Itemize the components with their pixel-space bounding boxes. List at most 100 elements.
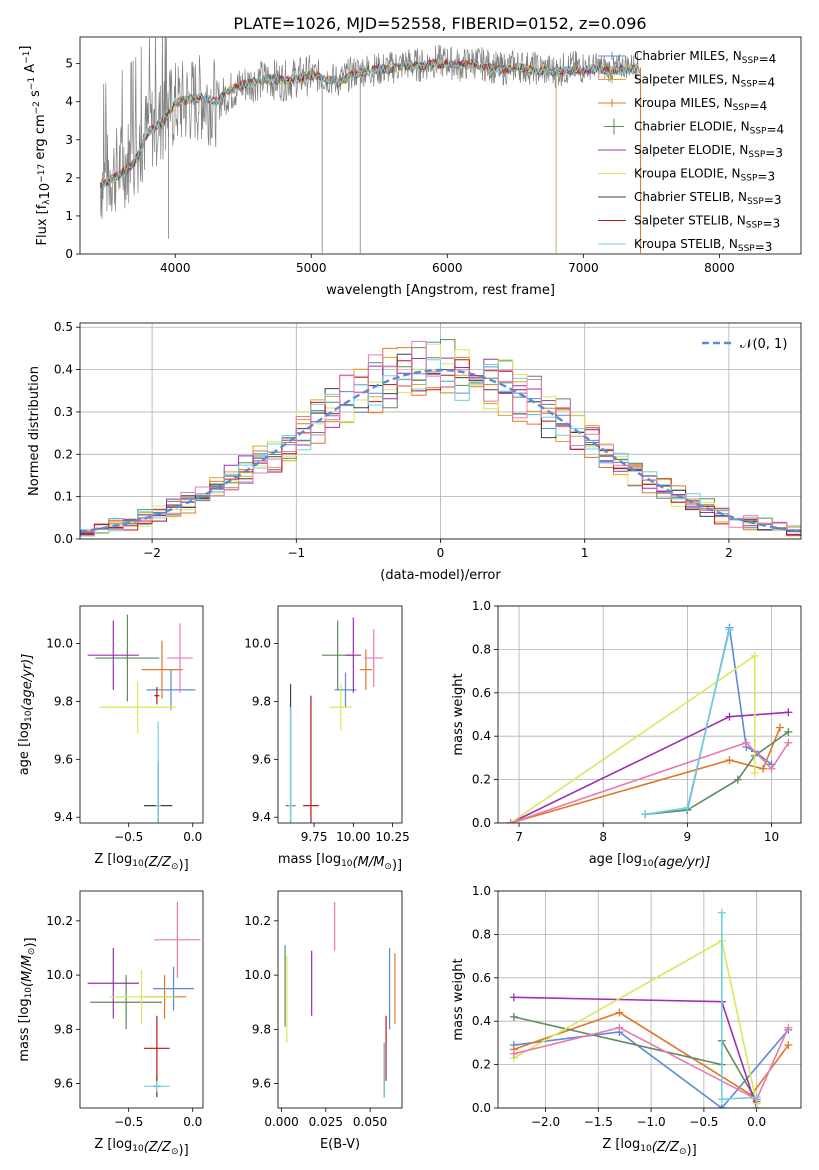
x-axis-label: wavelength [Angstrom, rest frame] xyxy=(326,283,555,298)
label-part: λ xyxy=(42,199,52,205)
weight-line xyxy=(513,1029,789,1108)
label-part: )] xyxy=(179,1143,189,1158)
label-part: SSP xyxy=(747,197,764,207)
y-tick-label: 10.0 xyxy=(46,968,73,982)
axes-frame xyxy=(497,605,802,824)
y-tick-label: 0.0 xyxy=(472,816,491,830)
axes-age-vs-mass: 9.75 10.00 10.25 9.4 9.6 9.8 10.0 mass [log10(M… xyxy=(244,605,410,873)
x-tick-label: 0.0 xyxy=(183,830,202,844)
y-axis-label: mass weight xyxy=(451,673,466,755)
weight-line xyxy=(645,731,789,816)
y-tick-label: 0.2 xyxy=(472,773,491,787)
label-part: Z [log xyxy=(602,1137,640,1152)
x-tick-label: −2.0 xyxy=(531,1115,560,1129)
y-tick-label: 0.8 xyxy=(472,642,491,656)
y-tick-label: 9.8 xyxy=(252,694,271,708)
y-tick-label: 9.6 xyxy=(54,1077,73,1091)
y-tick-label: 1 xyxy=(65,209,73,223)
weight-line xyxy=(513,1026,790,1101)
label-part: )] xyxy=(687,1143,697,1158)
x-tick-label: 4000 xyxy=(160,261,191,275)
y-tick-label: 0.5 xyxy=(54,320,73,334)
label-part: ⊙ xyxy=(679,1147,687,1157)
label-part: −17 xyxy=(37,164,47,183)
y-tick-label: 9.8 xyxy=(54,1022,73,1036)
x-tick-label: 0.0 xyxy=(747,1115,766,1129)
label-part: Chabrier ELODIE, N xyxy=(634,120,750,134)
label-part: 10 xyxy=(24,710,34,722)
label-part: (M/M xyxy=(20,955,35,987)
x-tick-label: −1.5 xyxy=(584,1115,613,1129)
axes-frame xyxy=(277,890,403,1109)
y-tick-label: 10.2 xyxy=(46,914,73,928)
label-part: Z [log xyxy=(94,852,132,867)
x-tick-label: 8 xyxy=(599,830,607,844)
label-part: 10 xyxy=(341,859,353,869)
x-tick-label: 7000 xyxy=(568,261,599,275)
label-part: =3 xyxy=(757,170,775,184)
label-part: =3 xyxy=(755,240,773,254)
weight-line xyxy=(513,996,758,1108)
label-part: Salpeter ELODIE, N xyxy=(634,143,748,157)
label-part: −2 xyxy=(32,101,42,114)
y-tick-label: 1.0 xyxy=(472,599,491,613)
label-part: Kroupa STELIB, N xyxy=(634,237,738,251)
x-tick-label: −2 xyxy=(143,546,161,560)
label-part: age [log xyxy=(589,852,642,867)
legend-entry: Chabrier MILES, NSSP=4 xyxy=(634,49,776,66)
label-part: )] xyxy=(179,858,189,873)
y-tick-label: 9.4 xyxy=(54,810,73,824)
label-part: =4 xyxy=(766,123,784,137)
x-tick-label: 9 xyxy=(684,830,692,844)
y-tick-label: 0.4 xyxy=(54,363,73,377)
label-part: Kroupa ELODIE, N xyxy=(634,167,741,181)
label-part: 10 xyxy=(132,1144,144,1154)
x-tick-label: 10 xyxy=(764,830,779,844)
y-tick-label: 1.0 xyxy=(472,884,491,898)
label-part: SSP xyxy=(742,56,759,66)
y-tick-label: 0.2 xyxy=(472,1058,491,1072)
y-axis-label: Flux [fλ10−17 erg cm−2 s−1 A−1] xyxy=(18,46,53,246)
label-part: )] xyxy=(23,937,38,947)
label-part: s xyxy=(28,90,43,101)
x-tick-label: 10.25 xyxy=(375,830,409,844)
y-tick-label: 5 xyxy=(65,57,73,71)
plot-area xyxy=(87,901,201,1098)
y-tick-label: 9.4 xyxy=(252,810,271,824)
axes-mass-vs-EBV: 0.000 0.025 0.050 9.6 9.8 10.0 10.2 E(B-V) xyxy=(244,890,403,1152)
x-axis-label: Z [log10(Z/Z⊙)] xyxy=(94,1137,188,1158)
legend-entry: Chabrier STELIB, NSSP=3 xyxy=(634,190,782,207)
plot-area xyxy=(506,623,793,823)
plot-area xyxy=(509,908,793,1108)
x-tick-label: −0.5 xyxy=(114,830,143,844)
x-tick-label: 5000 xyxy=(296,261,327,275)
x-tick-label: −0.5 xyxy=(114,1115,143,1129)
label-part: =4 xyxy=(750,99,768,113)
model-spectrum-line xyxy=(100,57,638,190)
label-part: erg cm xyxy=(33,114,48,163)
axes-mass-vs-Z: −0.5 0.09.69.810.010.2Z [log10(Z/Z⊙)]mass… xyxy=(17,890,204,1158)
x-axis-label: E(B-V) xyxy=(320,1137,360,1152)
legend-entry: Kroupa ELODIE, NSSP=3 xyxy=(634,167,775,184)
figure-title: PLATE=1026, MJD=52558, FIBERID=0152, z=0… xyxy=(233,14,646,33)
y-tick-label: 0.3 xyxy=(54,405,73,419)
y-tick-label: 9.6 xyxy=(252,752,271,766)
x-tick-label: 0.000 xyxy=(264,1115,298,1129)
x-axis-label: mass [log10(M/M⊙)] xyxy=(278,852,402,873)
label-part: )] xyxy=(392,858,402,873)
x-tick-label: 6000 xyxy=(432,261,463,275)
label-part: −1 xyxy=(22,51,32,64)
label-part: Salpeter MILES, N xyxy=(634,73,741,87)
y-axis-label: mass [log10(M/M⊙)] xyxy=(17,937,38,1061)
weight-line xyxy=(513,1016,758,1102)
label-part: −1 xyxy=(27,77,37,90)
label-part: 10 xyxy=(642,859,654,869)
legend-entry: Kroupa STELIB, NSSP=3 xyxy=(634,237,772,254)
x-tick-label: 0.025 xyxy=(309,1115,343,1129)
x-tick-label: 0 xyxy=(437,546,445,560)
x-axis-label: (data-model)/error xyxy=(380,568,501,583)
label-part: Kroupa MILES, N xyxy=(634,96,733,110)
y-tick-label: 9.8 xyxy=(252,1022,271,1036)
label-part: =4 xyxy=(759,52,777,66)
